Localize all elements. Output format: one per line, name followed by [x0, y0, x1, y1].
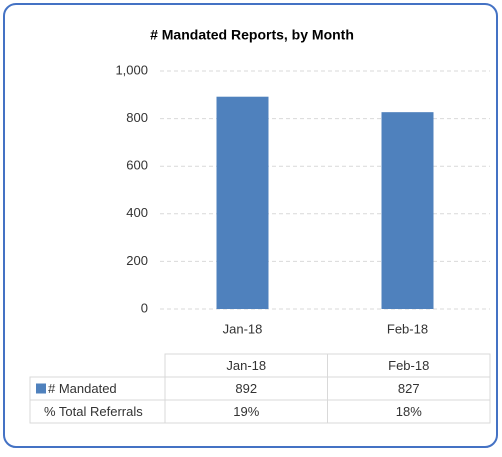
x-tick-label: Jan-18 [223, 321, 263, 336]
chart-title: # Mandated Reports, by Month [150, 27, 354, 43]
y-tick-label: 800 [126, 110, 148, 125]
y-tick-label: 200 [126, 253, 148, 268]
table-header: Jan-18 [226, 358, 266, 373]
table-row-label: # Mandated [48, 381, 117, 396]
bar [216, 96, 269, 309]
y-tick-label: 1,000 [115, 62, 148, 77]
y-tick-label: 0 [141, 300, 148, 315]
table-value: 827 [398, 381, 420, 396]
bar [381, 112, 434, 309]
table-value: 18% [396, 404, 422, 419]
table-value: 19% [233, 404, 259, 419]
y-tick-label: 400 [126, 205, 148, 220]
table-row-label: % Total Referrals [44, 404, 143, 419]
legend-swatch [36, 383, 46, 394]
y-tick-label: 600 [126, 158, 148, 173]
table-cell [327, 399, 491, 424]
table-value: 892 [235, 381, 257, 396]
x-tick-label: Feb-18 [387, 321, 428, 336]
table-header: Feb-18 [388, 358, 429, 373]
